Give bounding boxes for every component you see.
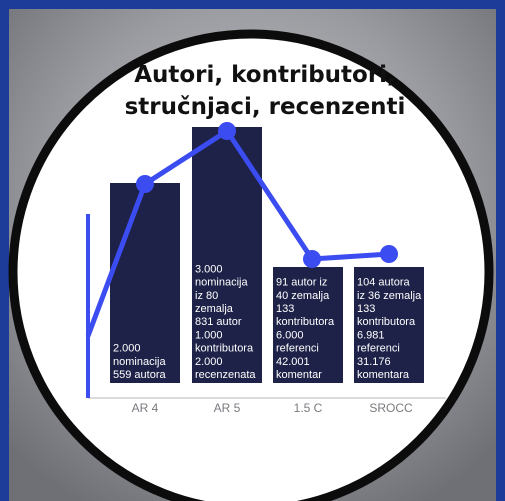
bar-text: 42.001 xyxy=(276,356,310,368)
bar-text: 559 autora xyxy=(113,369,166,381)
bar-text: 831 autor xyxy=(195,316,242,328)
bar-text: 104 autora xyxy=(357,277,410,289)
bar-text: 6.000 xyxy=(276,329,304,341)
bar-text: 91 autor iz xyxy=(276,277,327,289)
bar-text: nominacija xyxy=(113,356,166,368)
category-label: AR 4 xyxy=(132,401,159,415)
bar-text: 1.000 xyxy=(195,329,223,341)
bar-text: iz 80 xyxy=(195,290,218,302)
bar-text: 40 zemalja xyxy=(276,290,330,302)
bar-text: referenci xyxy=(357,343,400,355)
title: Autori, kontributori, xyxy=(134,62,396,88)
bar-text: komentara xyxy=(357,369,410,381)
bar xyxy=(110,183,180,383)
bar-text: 2.000 xyxy=(195,356,223,368)
point xyxy=(136,175,154,193)
bar-text: kontributora xyxy=(195,343,254,355)
bar-text: 31.176 xyxy=(357,356,391,368)
bar-text: recenzenata xyxy=(195,369,256,381)
point xyxy=(380,245,398,263)
title: stručnjaci, recenzenti xyxy=(125,94,406,120)
bar-text: zemalja xyxy=(195,303,234,315)
bar-text: kontributora xyxy=(357,316,416,328)
bar-text: kontributora xyxy=(276,316,335,328)
bar-text: 6.981 xyxy=(357,329,385,341)
bar-text: 133 xyxy=(357,303,375,315)
category-label: 1.5 C xyxy=(294,401,323,415)
category-label: SROCC xyxy=(369,401,413,415)
bar-text: nominacija xyxy=(195,277,248,289)
bar xyxy=(354,267,424,383)
bar-text: komentar xyxy=(276,369,322,381)
bar-text: referenci xyxy=(276,343,319,355)
bar-text: iz 36 zemalja xyxy=(357,290,422,302)
point xyxy=(303,250,321,268)
point xyxy=(218,122,236,140)
bar xyxy=(273,267,343,383)
bar-text: 3.000 xyxy=(195,263,223,275)
bar-text: 2.000 xyxy=(113,343,141,355)
category-label: AR 5 xyxy=(214,401,241,415)
bar-text: 133 xyxy=(276,303,294,315)
